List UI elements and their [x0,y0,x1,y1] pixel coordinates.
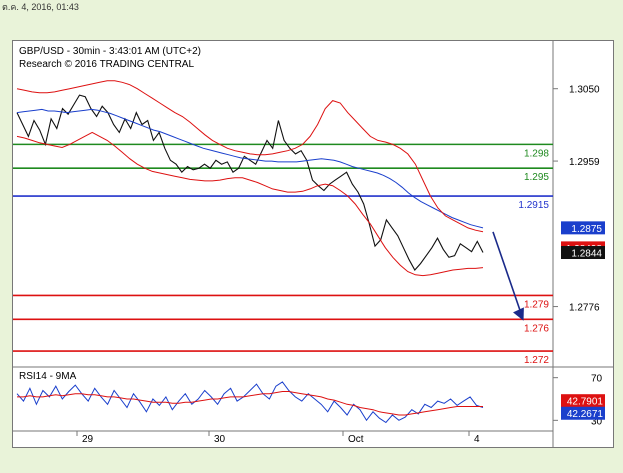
chart-canvas: GBP/USD - 30min - 3:43:01 AM (UTC+2) Res… [13,41,613,447]
x-tick-label-3: 4 [474,434,480,445]
price-series-1 [16,108,484,229]
forecast-arrow-head [513,307,524,321]
price-tag-2: 1.2844 [571,249,602,260]
rsi-y-axis-ticks: 70 30 [553,374,603,427]
price-series-3 [16,131,484,277]
rsi-series-lines [16,381,484,424]
price-tag-0: 1.2875 [571,224,602,235]
price-tag-box-0 [561,221,605,235]
level-label-1: 1.295 [524,172,549,183]
rsi-title: RSI14 - 9MA [19,371,77,382]
y-tick-label-0: 1.3050 [569,85,600,96]
level-label-0: 1.298 [524,148,549,159]
rsi-series-0 [16,381,484,424]
y-tick-label-2: 1.2776 [569,303,600,314]
rsi-tick-label-0: 70 [591,374,603,385]
x-tick-label-2: Oct [348,434,364,445]
x-tick-label-0: 29 [82,434,94,445]
timestamp: ต.ค. 4, 2016, 01:43 [2,2,79,12]
price-series-0 [16,94,484,271]
level-label-5: 1.272 [524,355,549,366]
rsi-tag-box-0 [561,394,605,408]
level-label-2: 1.2915 [518,200,549,211]
y-axis-ticks: 1.3050 1.2959 1.2776 [553,85,600,314]
price-tag-box-2 [561,246,605,260]
y-tick-label-1: 1.2959 [569,157,600,168]
forecast-arrow [492,231,524,321]
rsi-series-1 [17,391,483,416]
rsi-tag-box-1 [561,406,605,420]
chart-header-line1: GBP/USD - 30min - 3:43:01 AM (UTC+2) [19,46,201,57]
x-axis-ticks: 29 30 Oct 4 [76,431,480,445]
rsi-tick-label-1: 30 [591,416,603,427]
support-resistance-levels: 1.298 1.295 1.2915 1.279 1.276 1.272 [13,143,553,366]
level-label-4: 1.276 [524,323,549,334]
rsi-tag-1: 42.2671 [567,409,604,420]
price-plot-area [13,41,553,367]
x-tick-label-1: 30 [214,434,226,445]
chart-header-line2: Research © 2016 TRADING CENTRAL [19,59,194,70]
price-series-2 [16,80,484,233]
chart-frame: GBP/USD - 30min - 3:43:01 AM (UTC+2) Res… [12,40,614,448]
forecast-arrow-shaft [492,231,522,314]
rsi-tag-0: 42.7901 [567,397,604,408]
price-series-lines [16,80,484,277]
level-label-3: 1.279 [524,299,549,310]
